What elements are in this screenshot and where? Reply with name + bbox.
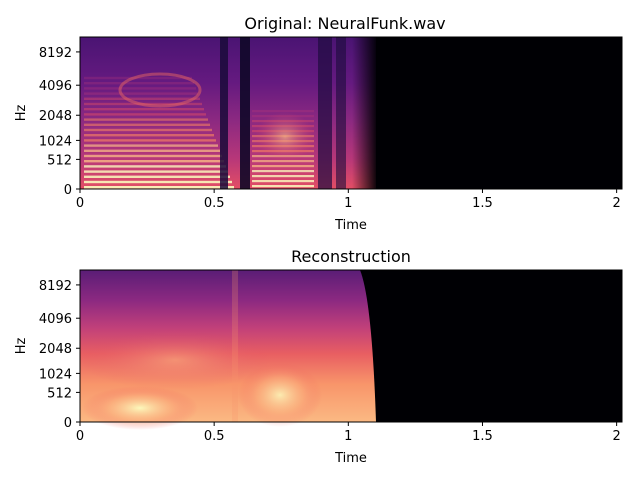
harmonic-band: [84, 134, 214, 137]
original-x-tick-label: 0.5: [204, 196, 225, 211]
reconstruction-x-tick-label: 1.5: [472, 429, 493, 444]
reconstruction-y-tick-label: 0: [64, 416, 72, 431]
original-y-tick-label: 512: [47, 153, 72, 168]
original-y-axis-label: Hz: [14, 105, 29, 122]
harmonic-band: [84, 170, 228, 173]
original-y-tick-label: 8192: [39, 46, 72, 61]
original-x-axis-label: Time: [334, 218, 367, 233]
original-spectrogram-heatmap: [80, 37, 622, 189]
original-plot-title: Original: NeuralFunk.wav: [244, 14, 445, 33]
harmonic-band: [252, 175, 314, 178]
harmonic-band: [84, 186, 234, 189]
harmonic-band: [84, 118, 208, 121]
harmonic-band: [84, 165, 226, 168]
harmonic-band: [84, 87, 196, 90]
harmonic-band: [84, 160, 224, 163]
reconstruction-y-ticks: 0 512 1024 2048 4096 8192: [39, 279, 80, 431]
reconstruction-x-tick-label: 0: [76, 429, 84, 444]
original-y-tick-label: 1024: [39, 134, 72, 149]
harmonic-band: [252, 110, 314, 113]
reconstruction-y-tick-label: 512: [47, 386, 72, 401]
harmonic-band: [84, 123, 210, 126]
original-x-ticks: 0 0.5 1 1.5 2: [76, 189, 621, 211]
reconstruction-x-ticks: 0 0.5 1 1.5 2: [76, 422, 621, 444]
original-x-tick-label: 2: [612, 196, 620, 211]
reconstruction-x-tick-label: 1: [344, 429, 352, 444]
harmonic-band: [84, 92, 198, 95]
harmonic-band: [252, 185, 314, 188]
harmonic-band: [84, 154, 222, 158]
harmonic-band: [84, 175, 230, 178]
reconstruction-y-axis-label: Hz: [14, 338, 29, 355]
harmonic-band: [252, 165, 314, 168]
original-x-tick-label: 1.5: [472, 196, 493, 211]
harmonic-band: [84, 180, 232, 184]
reconstruction-x-tick-label: 2: [612, 429, 620, 444]
harmonic-band: [84, 144, 218, 147]
harmonic-band: [84, 113, 206, 116]
reconstruction-x-axis-label: Time: [334, 451, 367, 466]
original-y-tick-label: 2048: [39, 109, 72, 124]
reconstruction-spectrogram-heatmap: [80, 270, 622, 430]
original-x-tick-label: 0: [76, 196, 84, 211]
original-y-tick-label: 0: [64, 183, 72, 198]
reconstruction-y-tick-label: 2048: [39, 342, 72, 357]
harmonic-band: [84, 149, 220, 152]
original-spectrogram-panel: Original: NeuralFunk.wav 0 0.5 1 1.5 2 0 512 1…: [14, 14, 623, 233]
reconstruction-y-tick-label: 1024: [39, 367, 72, 382]
original-y-tick-label: 4096: [39, 79, 72, 94]
reconstruction-y-tick-label: 4096: [39, 312, 72, 327]
harmonic-band: [84, 82, 194, 85]
reconstruction-plot-title: Reconstruction: [291, 247, 411, 266]
reconstruction-x-tick-label: 0.5: [204, 429, 225, 444]
original-x-tick-label: 1: [344, 196, 352, 211]
reconstruction-spectrogram-panel: Reconstruction 0 0.5 1 1.5 2 0 512 1024 2048 409…: [14, 247, 623, 466]
harmonic-band: [252, 170, 314, 173]
original-y-ticks: 0 512 1024 2048 4096 8192: [39, 46, 80, 198]
harmonic-band: [84, 108, 204, 111]
reconstruction-y-tick-label: 8192: [39, 279, 72, 294]
harmonic-band: [84, 128, 212, 132]
harmonic-band: [84, 97, 200, 100]
harmonic-band: [84, 139, 216, 142]
harmonic-band: [252, 180, 314, 183]
